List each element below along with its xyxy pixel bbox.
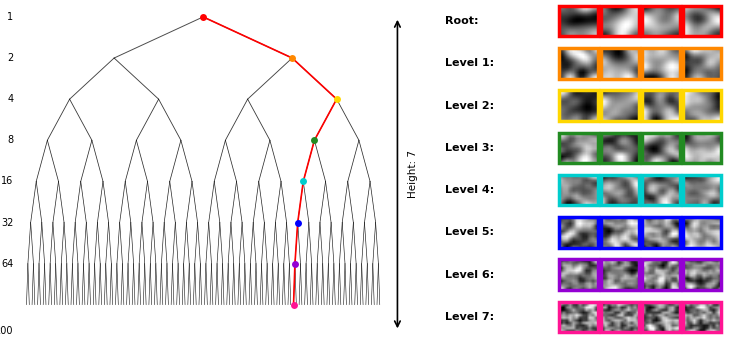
Bar: [601, 133, 639, 163]
Text: 64: 64: [1, 259, 13, 269]
Text: 8: 8: [7, 135, 13, 145]
Bar: [642, 301, 680, 332]
Bar: [683, 260, 721, 290]
Bar: [601, 217, 639, 247]
Text: 16: 16: [1, 176, 13, 186]
Text: Level 7:: Level 7:: [445, 312, 494, 322]
Bar: [683, 48, 721, 79]
Bar: [683, 133, 721, 163]
Bar: [559, 301, 598, 332]
Bar: [642, 48, 680, 79]
Text: Level 2:: Level 2:: [445, 101, 494, 111]
Bar: [683, 6, 721, 37]
Text: Level 3:: Level 3:: [445, 143, 494, 153]
Text: 1: 1: [7, 12, 13, 22]
Bar: [559, 91, 598, 121]
Bar: [559, 48, 598, 79]
Bar: [601, 175, 639, 206]
Bar: [559, 217, 598, 247]
Bar: [559, 133, 598, 163]
Text: 2: 2: [7, 53, 13, 63]
Bar: [601, 6, 639, 37]
Bar: [559, 260, 598, 290]
Text: 4: 4: [7, 94, 13, 104]
Bar: [683, 301, 721, 332]
Bar: [683, 217, 721, 247]
Text: Level 5:: Level 5:: [445, 227, 494, 237]
Bar: [683, 91, 721, 121]
Text: Level 4:: Level 4:: [445, 185, 494, 195]
Bar: [642, 133, 680, 163]
Bar: [601, 260, 639, 290]
Text: 32: 32: [1, 218, 13, 227]
Text: 200: 200: [0, 326, 13, 336]
Text: Level 6:: Level 6:: [445, 270, 494, 280]
Bar: [683, 175, 721, 206]
Bar: [601, 48, 639, 79]
Bar: [559, 6, 598, 37]
Bar: [601, 91, 639, 121]
Bar: [642, 91, 680, 121]
Bar: [642, 260, 680, 290]
Bar: [642, 6, 680, 37]
Bar: [642, 175, 680, 206]
Text: Level 1:: Level 1:: [445, 58, 494, 68]
Text: Root:: Root:: [445, 16, 478, 26]
Bar: [559, 175, 598, 206]
Bar: [601, 301, 639, 332]
Bar: [642, 217, 680, 247]
Text: Height: 7: Height: 7: [408, 150, 419, 198]
